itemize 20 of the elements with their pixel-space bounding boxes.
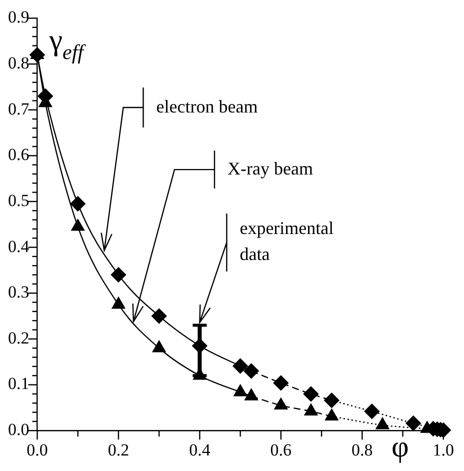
x-tick-label: 0.6 — [270, 440, 292, 460]
x-tick-label: 0.2 — [108, 440, 130, 460]
y-tick-label: 0.3 — [8, 282, 30, 302]
x-axis-title: φ — [392, 430, 409, 464]
x-tick-label: 0.0 — [26, 440, 48, 460]
y-tick-label: 0.2 — [8, 328, 30, 348]
y-tick-label: 0.9 — [8, 8, 30, 27]
y-tick-label: 0.7 — [8, 99, 30, 118]
y-tick-label: 0.5 — [8, 190, 30, 210]
annotation: experimental data — [240, 218, 334, 264]
x-tick-label: 0.4 — [189, 440, 211, 460]
annotation: electron beam — [156, 96, 258, 116]
y-tick-label: 0.4 — [8, 236, 30, 256]
y-tick-label: 0.0 — [8, 420, 30, 440]
y-tick-label: 0.1 — [8, 374, 30, 394]
x-tick-label: 0.8 — [352, 440, 373, 460]
y-tick-label: 0.6 — [8, 145, 30, 164]
y-tick-label: 0.8 — [8, 53, 30, 72]
annotation: X-ray beam — [228, 158, 313, 178]
x-tick-label: 1.0 — [432, 440, 454, 460]
